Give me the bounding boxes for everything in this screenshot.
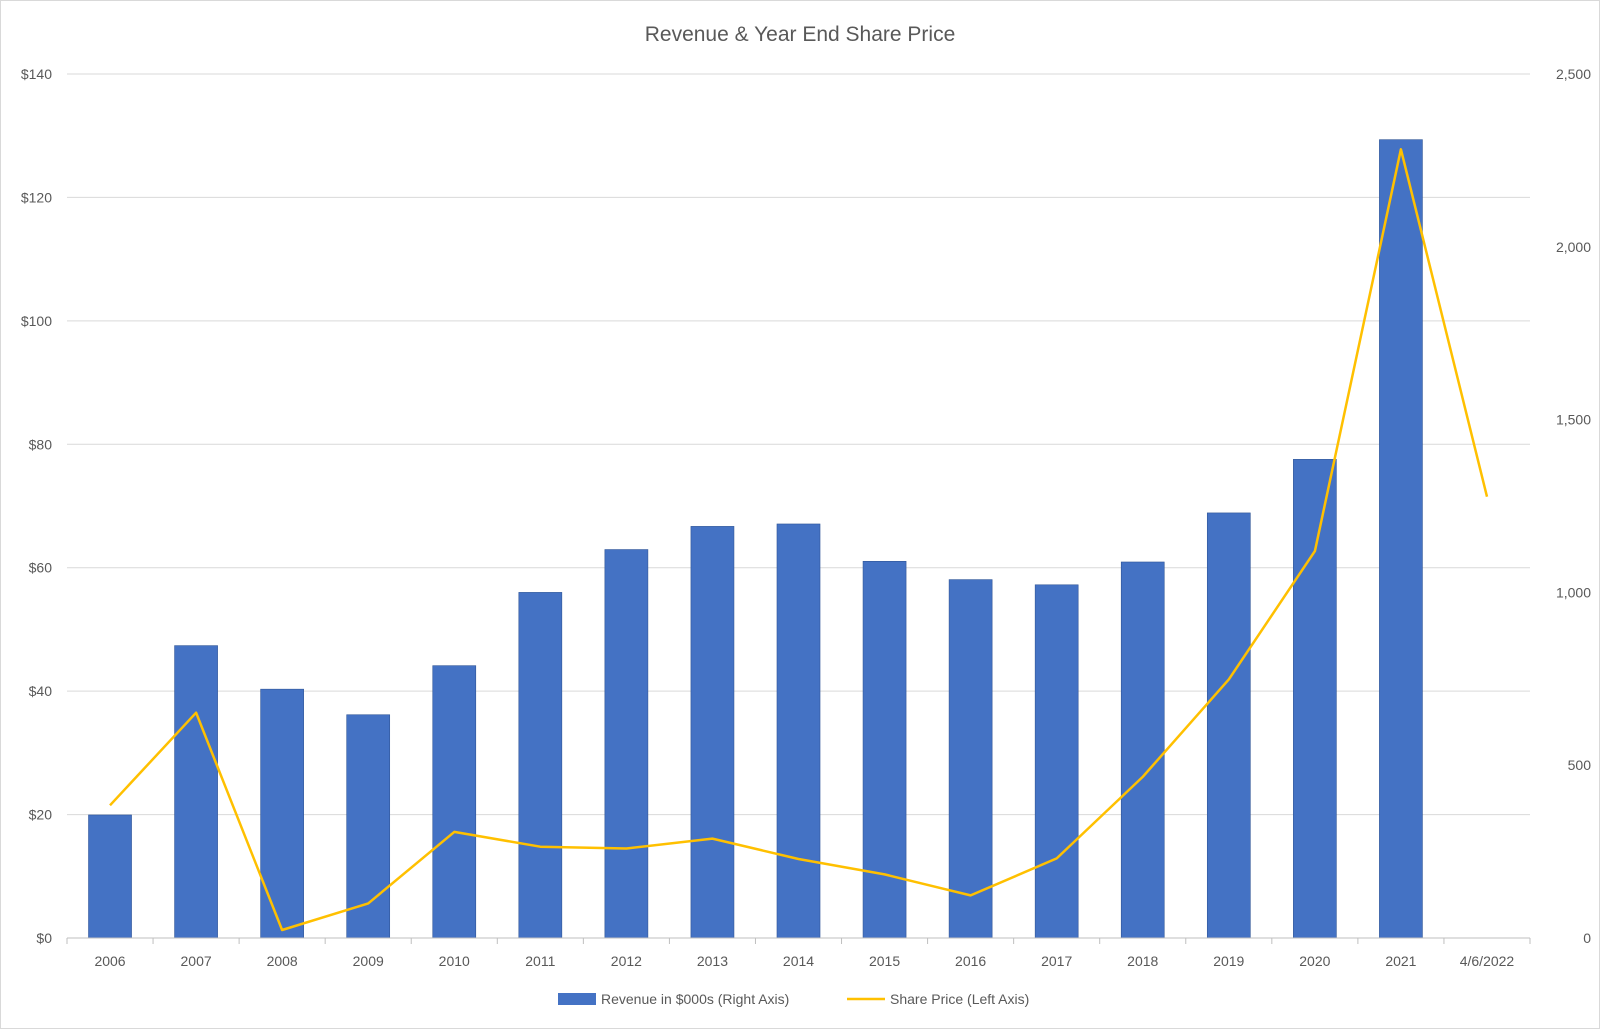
left-tick-label: $60 xyxy=(29,560,53,576)
left-tick-label: $40 xyxy=(29,683,53,699)
revenue-bar xyxy=(1207,513,1250,938)
revenue-bar xyxy=(261,689,304,938)
right-tick-label: 2,000 xyxy=(1556,239,1591,255)
x-tick-label: 2013 xyxy=(697,953,728,969)
right-tick-label: 2,500 xyxy=(1556,66,1591,82)
right-tick-label: 0 xyxy=(1583,930,1591,946)
x-tick-label: 2009 xyxy=(353,953,384,969)
x-tick-label: 2012 xyxy=(611,953,642,969)
left-tick-label: $20 xyxy=(29,807,53,823)
left-tick-label: $120 xyxy=(21,189,52,205)
revenue-bar xyxy=(1379,140,1422,938)
revenue-bar xyxy=(605,550,648,938)
legend: Revenue in $000s (Right Axis) Share Pric… xyxy=(558,991,1029,1007)
legend-swatch-revenue xyxy=(558,993,596,1005)
x-tick-label: 2010 xyxy=(439,953,470,969)
right-axis: 0 500 1,000 1,500 2,000 2,500 xyxy=(1556,66,1591,946)
revenue-bar xyxy=(1121,562,1164,938)
revenue-bar xyxy=(89,815,132,938)
x-tick-label: 2015 xyxy=(869,953,900,969)
x-tick-label: 2018 xyxy=(1127,953,1158,969)
revenue-bars xyxy=(89,140,1423,938)
right-tick-label: 500 xyxy=(1568,757,1592,773)
left-tick-label: $80 xyxy=(29,436,53,452)
legend-label-share-price: Share Price (Left Axis) xyxy=(890,991,1029,1007)
legend-label-revenue: Revenue in $000s (Right Axis) xyxy=(601,991,789,1007)
revenue-bar xyxy=(175,646,218,938)
revenue-bar xyxy=(691,526,734,938)
x-tick-label: 2017 xyxy=(1041,953,1072,969)
revenue-bar xyxy=(863,561,906,938)
x-tick-label: 2007 xyxy=(181,953,212,969)
x-tick-label: 2014 xyxy=(783,953,814,969)
left-tick-label: $0 xyxy=(36,930,52,946)
revenue-bar xyxy=(519,592,562,938)
x-tick-label: 2020 xyxy=(1299,953,1330,969)
revenue-bar xyxy=(1293,459,1336,938)
left-tick-label: $140 xyxy=(21,66,52,82)
revenue-bar xyxy=(433,666,476,938)
x-tick-label: 2008 xyxy=(267,953,298,969)
x-tick-label: 4/6/2022 xyxy=(1460,953,1515,969)
x-tick-label: 2019 xyxy=(1213,953,1244,969)
right-tick-label: 1,000 xyxy=(1556,584,1591,600)
left-axis: $0 $20 $40 $60 $80 $100 $120 $140 xyxy=(21,66,52,946)
left-tick-label: $100 xyxy=(21,313,52,329)
x-tick-label: 2011 xyxy=(525,953,555,969)
chart-title: Revenue & Year End Share Price xyxy=(645,23,956,46)
x-tick-label: 2021 xyxy=(1385,953,1416,969)
x-tick-label: 2006 xyxy=(94,953,125,969)
x-tick-label: 2016 xyxy=(955,953,986,969)
revenue-bar xyxy=(777,524,820,938)
revenue-bar xyxy=(1035,585,1078,938)
right-tick-label: 1,500 xyxy=(1556,412,1591,428)
x-axis: 2006 2007 2008 2009 2010 2011 2012 2013 2014 2015… xyxy=(67,938,1530,969)
revenue-bar xyxy=(949,580,992,938)
